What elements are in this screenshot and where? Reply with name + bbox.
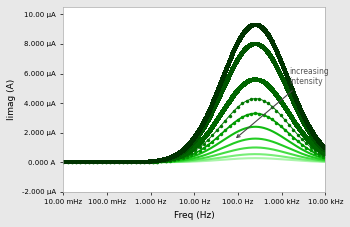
Text: increasing
intensity: increasing intensity <box>237 67 329 138</box>
X-axis label: Freq (Hz): Freq (Hz) <box>174 211 215 220</box>
Y-axis label: Iimag (A): Iimag (A) <box>7 79 16 120</box>
